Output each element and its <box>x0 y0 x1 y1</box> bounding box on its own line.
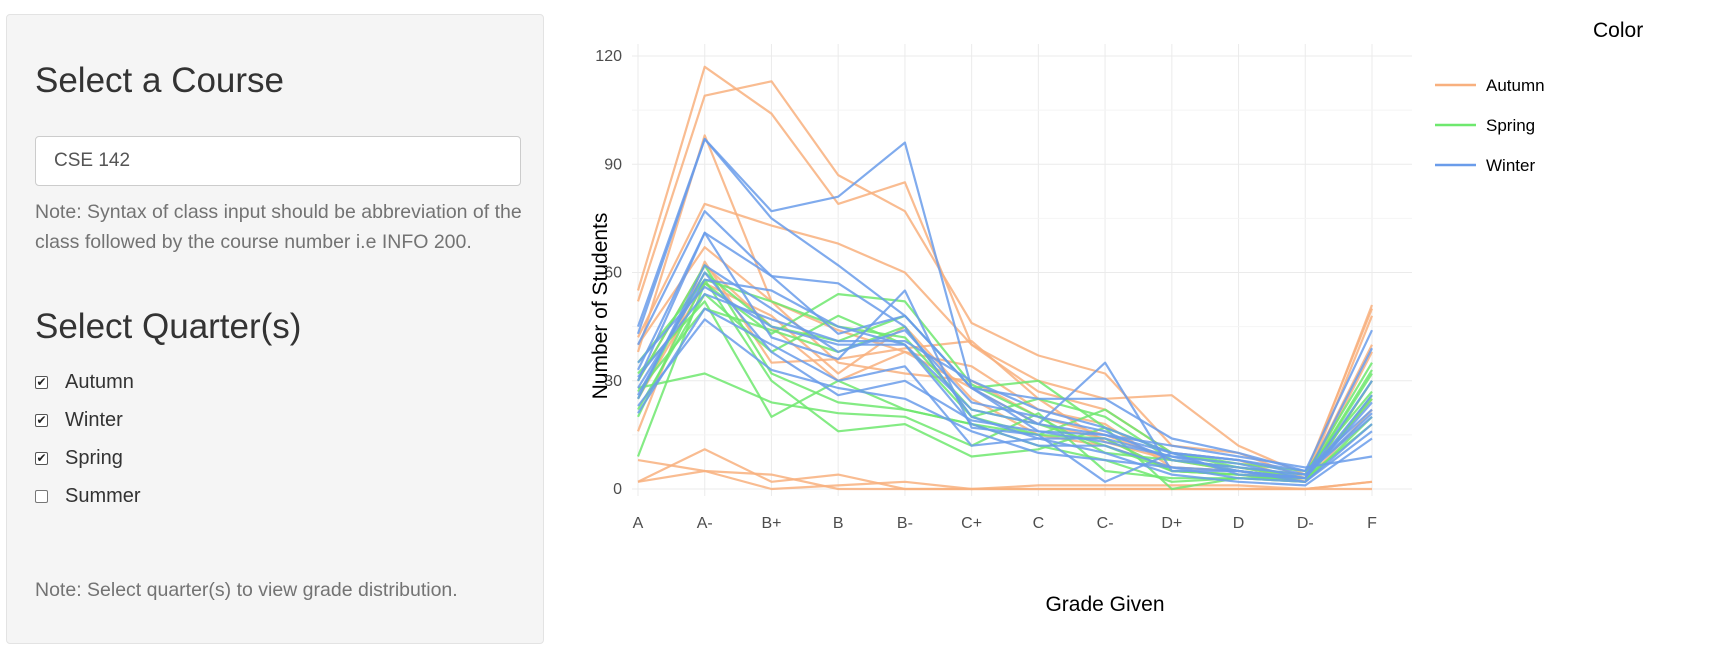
winter-checkbox[interactable]: ✔ <box>35 413 48 427</box>
legend: Color Autumn Spring Winter <box>1435 19 1643 175</box>
y-tick-label: 90 <box>604 156 622 173</box>
spring-label: Spring <box>65 446 123 469</box>
x-tick-label: A <box>633 515 644 532</box>
spring-checkbox[interactable]: ✔ <box>35 451 48 465</box>
series-line-autumn <box>637 459 1373 491</box>
legend-title: Color <box>1593 19 1643 42</box>
sidebar-panel: Select a Course Note: Syntax of class in… <box>6 14 544 644</box>
quarter-heading: Select Quarter(s) <box>35 307 302 346</box>
x-tick-label: C- <box>1097 515 1114 532</box>
winter-label: Winter <box>65 408 123 431</box>
quarter-option-winter[interactable]: ✔ Winter <box>35 406 123 434</box>
x-tick-label: B <box>833 515 844 532</box>
quarter-option-summer[interactable]: Summer <box>35 482 141 510</box>
axis-ticks: A A- B+ B B- C+ C C- D+ D D- F 0 30 60 90 120 <box>595 48 1377 532</box>
summer-checkbox[interactable] <box>35 489 48 503</box>
quarter-option-autumn[interactable]: ✔ Autumn <box>35 368 134 396</box>
x-tick-label: B+ <box>761 515 781 532</box>
legend-label-spring: Spring <box>1486 116 1535 135</box>
x-tick-label: D- <box>1297 515 1314 532</box>
course-heading: Select a Course <box>35 61 285 100</box>
legend-label-autumn: Autumn <box>1486 76 1545 95</box>
grade-distribution-chart: A A- B+ B B- C+ C C- D+ D D- F 0 30 60 90 120 Grade Give… <box>589 19 1643 616</box>
y-tick-label: 120 <box>595 48 622 65</box>
checkmark-icon: ✔ <box>36 413 47 427</box>
series-lines <box>636 65 1374 491</box>
x-tick-label: D+ <box>1161 515 1182 532</box>
series-line-spring <box>637 264 1373 483</box>
x-tick-label: F <box>1367 515 1377 532</box>
y-tick-label: 60 <box>604 265 622 282</box>
series-line-autumn <box>636 80 1374 480</box>
series-line-autumn <box>637 469 1372 491</box>
x-tick-label: B- <box>897 515 913 532</box>
series-line-autumn <box>637 264 1373 483</box>
series-line-winter <box>637 285 1373 483</box>
quarter-note: Note: Select quarter(s) to view grade di… <box>35 579 458 601</box>
y-tick-label: 30 <box>604 373 622 390</box>
x-axis-title: Grade Given <box>1045 593 1164 616</box>
series-line-winter <box>637 271 1373 469</box>
series-line-spring <box>637 278 1373 473</box>
x-tick-label: C+ <box>961 515 982 532</box>
autumn-label: Autumn <box>65 370 134 393</box>
series-line-autumn <box>637 202 1374 483</box>
x-tick-label: A- <box>697 515 713 532</box>
series-line-winter <box>636 231 1373 483</box>
series-line-autumn <box>636 65 1374 476</box>
x-tick-label: D <box>1233 515 1245 532</box>
checkmark-icon: ✔ <box>36 375 47 389</box>
checkmark-icon: ✔ <box>36 451 47 465</box>
course-syntax-note: Note: Syntax of class input should be ab… <box>35 201 522 253</box>
legend-label-winter: Winter <box>1486 156 1535 175</box>
y-axis-title: Number of Students <box>589 213 612 400</box>
series-line-winter <box>637 293 1373 476</box>
x-tick-label: C <box>1033 515 1045 532</box>
quarter-option-spring[interactable]: ✔ Spring <box>35 444 123 472</box>
course-input[interactable] <box>35 136 521 186</box>
summer-label: Summer <box>65 484 141 507</box>
series-line-winter <box>636 137 1373 473</box>
autumn-checkbox[interactable]: ✔ <box>35 375 48 389</box>
series-line-winter <box>637 264 1373 476</box>
y-tick-label: 0 <box>613 481 622 498</box>
